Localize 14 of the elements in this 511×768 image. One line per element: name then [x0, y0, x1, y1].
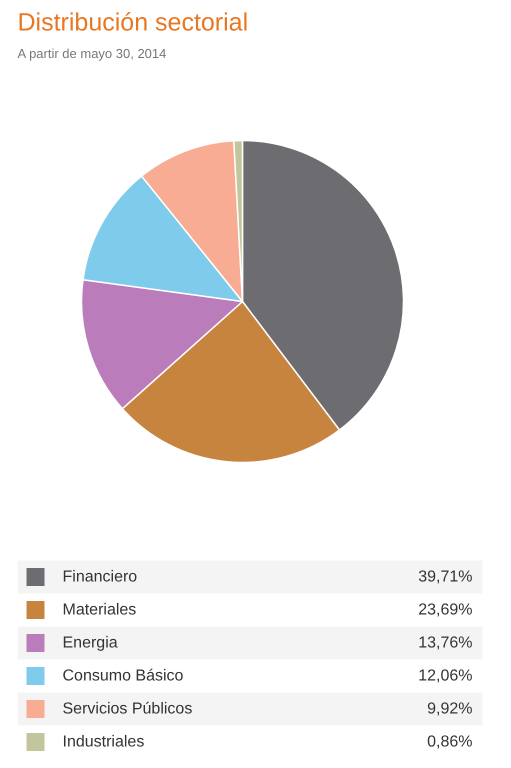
data-label: 39,71%: [418, 568, 472, 586]
legend-label: Financiero: [62, 568, 138, 586]
data-label: 0,86%: [427, 734, 473, 750]
legend-label: Materiales: [62, 602, 136, 618]
chart-title: Distribución sectorial: [18, 8, 248, 36]
chart-subtitle: A partir de mayo 30, 2014: [18, 46, 166, 61]
legend-label: Industriales: [62, 734, 144, 750]
legend-label: Servicios Públicos: [62, 700, 192, 718]
data-label: 9,92%: [427, 700, 473, 718]
data-label: 23,69%: [418, 602, 472, 618]
data-label: 13,76%: [418, 634, 472, 652]
data-label: 12,06%: [418, 668, 472, 684]
legend-label: Energia: [62, 634, 118, 652]
legend-label: Consumo Básico: [62, 668, 184, 684]
